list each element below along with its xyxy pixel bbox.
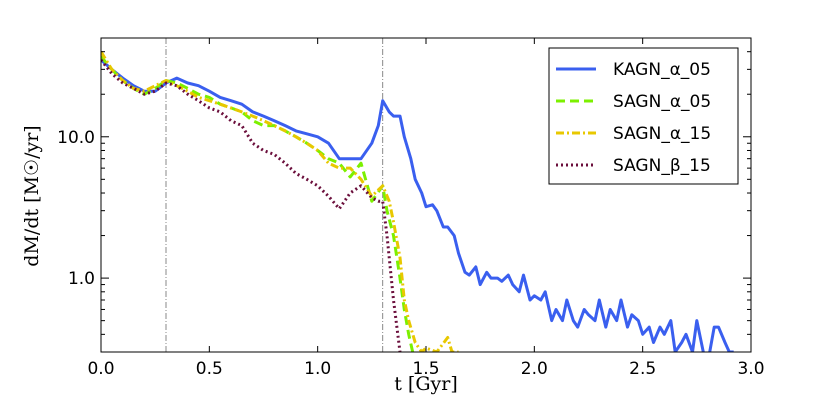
x-axis-label: t [Gyr] — [394, 373, 458, 395]
x-tick-label: 2.5 — [629, 359, 656, 379]
x-tick-label: 2.0 — [521, 359, 548, 379]
legend-label-2: SAGN_α_15 — [613, 124, 711, 144]
y-tick-label: 1.0 — [68, 269, 95, 289]
legend-label-1: SAGN_α_05 — [613, 92, 711, 112]
y-tick-label: 10.0 — [57, 128, 95, 148]
x-tick-label: 0.5 — [196, 359, 223, 379]
series-line-2 — [101, 50, 459, 352]
x-tick-label: 0.0 — [87, 359, 114, 379]
x-tick-label: 1.5 — [412, 359, 439, 379]
axis-ticks: 0.0 0.5 1.0 1.5 2.0 2.5 3.0 1.0 10.0 — [57, 38, 765, 379]
x-tick-label: 1.0 — [304, 359, 331, 379]
series-line-1 — [101, 55, 415, 352]
legend-label-3: SAGN_β_15 — [613, 156, 711, 176]
series-line-0 — [101, 58, 734, 352]
legend-box — [548, 47, 739, 185]
series-line-3 — [101, 58, 402, 352]
legend-label-0: KAGN_α_05 — [613, 60, 711, 80]
legend: KAGN_α_05 SAGN_α_05 SAGN_α_15 SAGN_β_15 — [548, 47, 739, 185]
y-axis-label: dM/dt [M☉/yr] — [21, 125, 43, 266]
series-layer — [101, 50, 734, 352]
reference-lines — [165, 38, 384, 352]
x-tick-label: 3.0 — [737, 359, 764, 379]
